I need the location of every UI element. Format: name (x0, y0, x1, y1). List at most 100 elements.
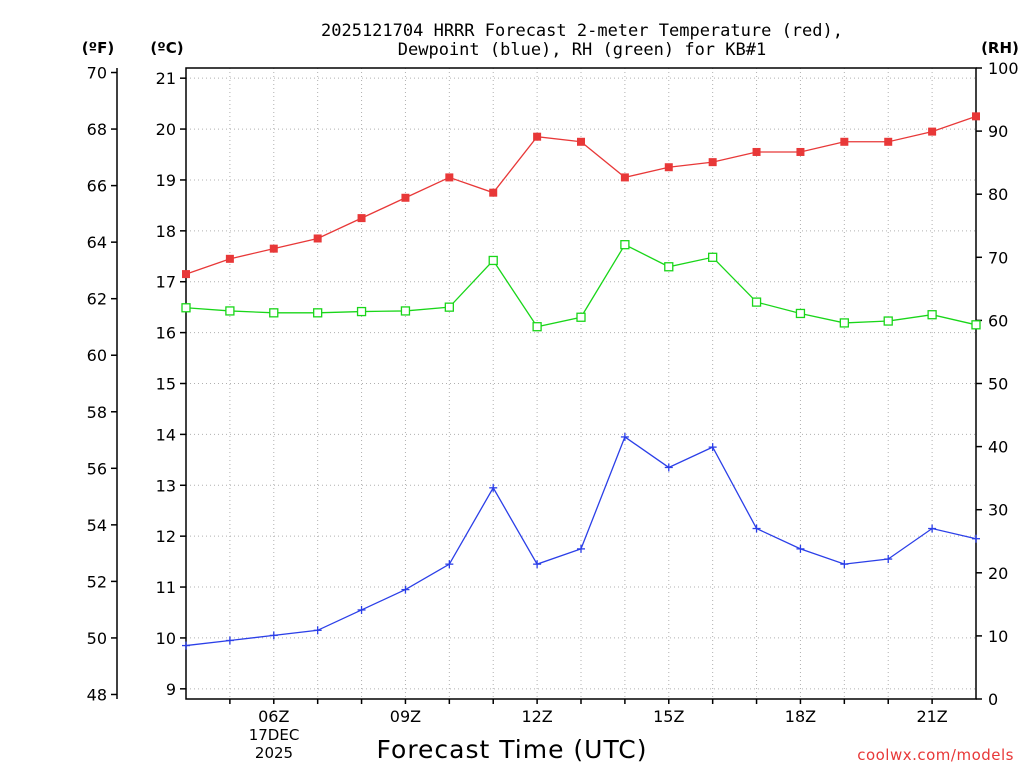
dewpoint-data-point (884, 555, 893, 564)
rh-tick-label: 90 (988, 122, 1008, 141)
rh-data-point (927, 310, 937, 320)
dewpoint-data-point (752, 524, 761, 533)
dewpoint-data-point (269, 631, 278, 640)
rh-data-point (225, 306, 235, 316)
temperature-data-point (928, 127, 937, 136)
rh-tick-label: 100 (988, 59, 1019, 78)
dewpoint-data-point (489, 483, 498, 492)
rh-tick-label: 40 (988, 438, 1008, 457)
rh-data-point (356, 306, 367, 317)
rh-tick-label: 60 (988, 311, 1008, 330)
temperature-data-point (840, 137, 849, 146)
chart-title-line-2: Dewpoint (blue), RH (green) for KB#1 (398, 40, 766, 60)
fahrenheit-tick-label: 70 (87, 64, 107, 83)
temperature-data-point (664, 163, 673, 172)
celsius-tick-label: 11 (156, 578, 176, 597)
rh-data-point (751, 297, 762, 307)
rh-data-point (620, 240, 630, 250)
temperature-data-point (708, 158, 717, 167)
temperature-data-point (182, 270, 190, 279)
rh-data-point (181, 303, 191, 313)
temperature-data-point (972, 112, 980, 121)
rh-data-point (883, 316, 893, 326)
x-tick-label: 21Z (916, 707, 947, 726)
x-tick-label: 06Z (258, 707, 289, 726)
rh-tick-label: 70 (988, 248, 1008, 267)
dewpoint-data-point (620, 432, 629, 441)
celsius-tick-label: 12 (156, 527, 176, 546)
celsius-tick-label: 10 (156, 629, 176, 648)
rh-data-point (576, 312, 586, 322)
dewpoint-data-point (708, 443, 717, 452)
celsius-tick-label: 14 (156, 425, 176, 444)
rh-unit-label: (RH) (981, 39, 1019, 57)
dewpoint-data-point (401, 585, 410, 594)
temperature-data-point (313, 234, 322, 243)
axis-layer: 9 10 11 12 13 14 15 16 17 18 19 20 21 48 50 52 54 56 58 60 6… (87, 59, 1019, 726)
temperature-data-point (796, 147, 805, 156)
dewpoint-data-point (972, 534, 980, 543)
temperature-data-point (225, 254, 234, 263)
rh-data-point (269, 308, 279, 318)
fahrenheit-tick-label: 68 (87, 120, 107, 139)
rh-data-point (664, 262, 674, 272)
temperature-data-point (357, 214, 366, 223)
celsius-tick-label: 20 (156, 120, 176, 139)
dewpoint-data-point (225, 636, 234, 645)
temperature-data-point (577, 137, 585, 146)
fahrenheit-tick-label: 48 (87, 685, 107, 704)
fahrenheit-tick-label: 60 (87, 346, 107, 365)
celsius-tick-label: 18 (156, 222, 176, 241)
dewpoint-data-point (357, 605, 366, 614)
celsius-unit-label: (ºC) (150, 39, 183, 57)
dewpoint-data-point (796, 544, 805, 553)
dewpoint-data-point (182, 641, 190, 650)
rh-data-point (313, 308, 323, 318)
dewpoint-data-point (840, 560, 849, 569)
rh-tick-label: 0 (988, 690, 998, 709)
fahrenheit-tick-label: 62 (87, 290, 107, 309)
rh-data-point (444, 302, 454, 312)
celsius-tick-label: 9 (166, 680, 176, 699)
dewpoint-data-point (533, 560, 542, 569)
x-axis-title: Forecast Time (UTC) (377, 735, 648, 764)
celsius-tick-label: 17 (156, 273, 176, 292)
rh-tick-label: 10 (988, 627, 1008, 646)
rh-data-point (532, 322, 542, 332)
temperature-data-point (269, 244, 278, 253)
celsius-tick-label: 21 (156, 69, 176, 88)
rh-data-point (795, 308, 806, 319)
temperature-data-point (884, 137, 893, 146)
dewpoint-data-point (445, 560, 454, 569)
fahrenheit-tick-label: 58 (87, 403, 107, 422)
fahrenheit-tick-label: 56 (87, 459, 107, 478)
celsius-tick-label: 15 (156, 375, 176, 394)
x-tick-label: 12Z (521, 707, 552, 726)
rh-tick-label: 30 (988, 501, 1008, 520)
temperature-data-point (489, 188, 498, 197)
fahrenheit-tick-label: 54 (87, 516, 107, 535)
fahrenheit-tick-label: 52 (87, 572, 107, 591)
series-layer (181, 112, 981, 650)
x-tick-label: 09Z (390, 707, 421, 726)
rh-data-point (971, 320, 981, 330)
x-tick-label: 18Z (785, 707, 816, 726)
chart-title-line-1: 2025121704 HRRR Forecast 2-meter Tempera… (321, 21, 843, 41)
watermark: coolwx.com/models (857, 746, 1014, 764)
dewpoint-data-point (313, 626, 322, 635)
temperature-data-point (401, 193, 410, 202)
temperature-data-point (533, 132, 542, 141)
rh-tick-label: 50 (988, 375, 1008, 394)
rh-data-point (839, 318, 849, 328)
fahrenheit-tick-label: 64 (87, 233, 107, 252)
rh-data-point (400, 306, 411, 316)
dewpoint-data-point (928, 524, 937, 533)
rh-tick-label: 80 (988, 185, 1008, 204)
rh-data-point (488, 255, 498, 266)
fahrenheit-unit-label: (ºF) (82, 39, 114, 57)
fahrenheit-tick-label: 50 (87, 629, 107, 648)
celsius-tick-label: 19 (156, 171, 176, 190)
celsius-tick-label: 16 (156, 324, 176, 343)
date-label-year: 2025 (255, 744, 293, 762)
fahrenheit-tick-label: 66 (87, 177, 107, 196)
